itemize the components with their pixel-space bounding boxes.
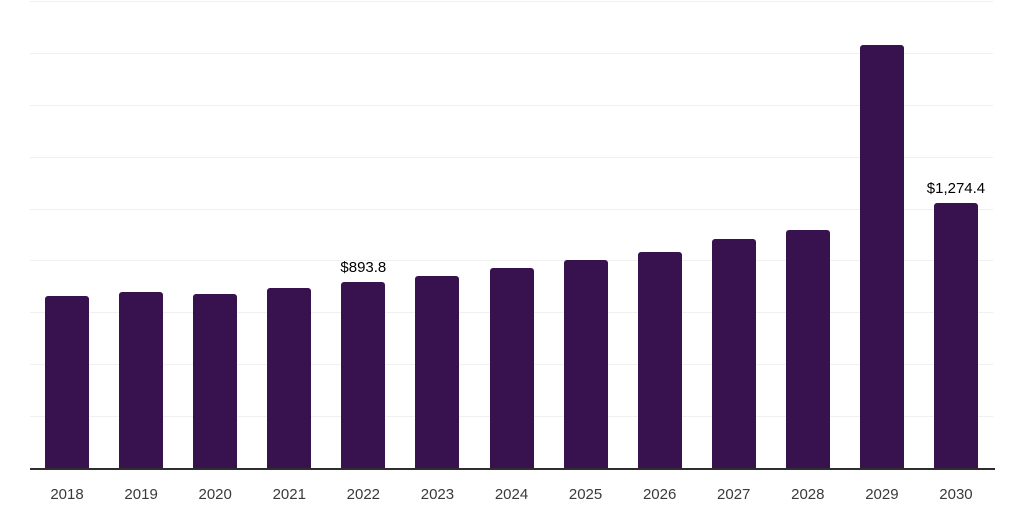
bar-2027 [711, 239, 756, 468]
x-tick-label-2018: 2018 [50, 486, 84, 503]
x-tick-label-2019: 2019 [124, 486, 158, 503]
bar-2028 [785, 229, 830, 468]
gridline-1750 [30, 104, 993, 106]
value-label-2030: $1,274.4 [926, 180, 986, 198]
x-tick-label-2025: 2025 [568, 486, 603, 503]
bar-2018 [45, 296, 90, 468]
bar-2022 [341, 282, 386, 468]
bar-2021 [267, 288, 312, 468]
gridline-1250 [30, 208, 993, 210]
bar-2025 [563, 260, 608, 468]
x-tick-label-2027: 2027 [717, 486, 751, 503]
bar-2030 [933, 203, 978, 468]
value-label-2022: $893.8 [340, 259, 387, 277]
gridline-2000 [30, 52, 993, 54]
bar-2019 [119, 292, 164, 468]
x-tick-label-2020: 2020 [198, 486, 232, 503]
x-tick-label-2024: 2024 [494, 486, 529, 503]
bar-2024 [489, 267, 534, 468]
x-tick-label-2028: 2028 [791, 486, 825, 503]
x-tick-label-2029: 2029 [865, 486, 899, 503]
x-tick-label-2022: 2022 [346, 486, 381, 503]
bar-2020 [193, 294, 238, 468]
bar-2029 [859, 44, 904, 468]
x-tick-label-2023: 2023 [420, 486, 455, 503]
gridline-2250 [30, 1, 993, 2]
x-tick-label-2030: 2030 [939, 486, 973, 503]
x-tick-label-2021: 2021 [272, 486, 306, 503]
bar-2023 [415, 276, 460, 468]
gridline-1000 [30, 260, 993, 262]
x-tick-label-2026: 2026 [642, 486, 677, 503]
x-axis-line [30, 468, 995, 470]
bar-2026 [637, 251, 682, 468]
gridline-1500 [30, 156, 993, 158]
